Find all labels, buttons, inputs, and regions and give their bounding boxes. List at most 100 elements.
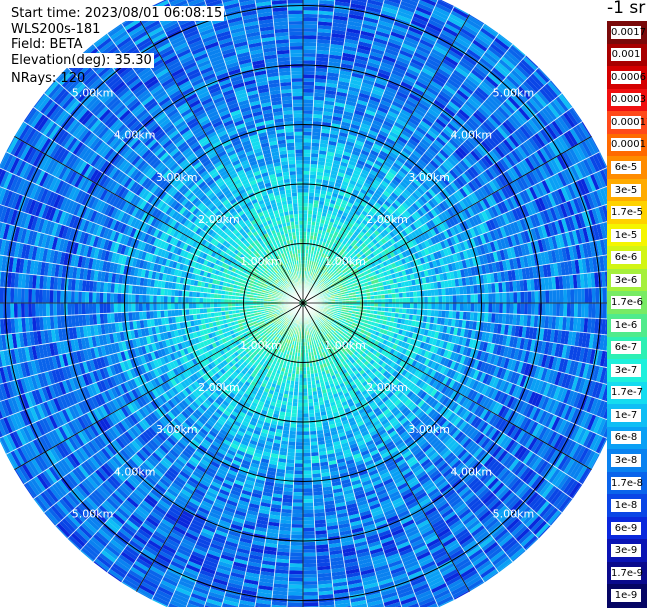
range-gate-cell xyxy=(303,0,319,4)
range-gate-cell xyxy=(585,303,589,318)
range-gate-cell xyxy=(545,303,549,316)
range-gate-cell xyxy=(588,303,592,318)
range-gate-cell xyxy=(311,139,320,143)
range-gate-cell xyxy=(453,303,457,311)
range-gate-cell xyxy=(303,64,316,68)
range-gate-cell xyxy=(517,303,521,314)
range-gate-cell xyxy=(312,132,321,136)
range-gate-cell xyxy=(303,142,311,146)
range-gate-cell xyxy=(303,50,316,54)
range-gate-cell xyxy=(399,308,403,313)
range-gate-cell xyxy=(303,28,317,32)
range-gate-cell xyxy=(485,303,489,313)
range-gate-cell xyxy=(395,293,399,298)
range-gate-cell xyxy=(538,290,542,303)
range-gate-cell xyxy=(456,287,460,295)
range-gate-cell xyxy=(459,286,463,295)
range-gate-cell xyxy=(570,289,574,303)
range-gate-cell xyxy=(470,312,474,321)
range-gate-cell xyxy=(446,295,450,303)
range-gate-cell xyxy=(549,290,553,303)
range-gate-cell xyxy=(303,185,309,189)
range-gate-cell xyxy=(406,297,410,303)
range-gate-cell xyxy=(303,107,313,111)
range-gate-cell xyxy=(303,203,308,207)
range-gate-cell xyxy=(303,139,312,143)
range-gate-cell xyxy=(431,289,435,296)
range-gate-cell xyxy=(563,303,567,317)
range-gate-cell xyxy=(389,303,393,308)
range-gate-cell xyxy=(417,309,421,315)
range-gate-cell xyxy=(389,298,393,303)
range-gate-cell xyxy=(410,297,414,303)
range-gate-cell xyxy=(456,295,460,303)
range-gate-cell xyxy=(409,286,413,292)
range-gate-cell xyxy=(427,310,431,317)
range-gate-cell xyxy=(535,291,539,303)
range-gate-cell xyxy=(303,178,310,182)
range-gate-cell xyxy=(442,303,446,310)
range-gate-cell xyxy=(466,312,470,321)
range-gate-cell xyxy=(441,310,445,318)
range-gate-cell xyxy=(503,303,507,314)
range-gate-cell xyxy=(471,303,475,312)
range-gate-cell xyxy=(453,295,457,303)
range-gate-cell xyxy=(588,288,592,303)
range-gate-cell xyxy=(452,287,456,295)
range-gate-cell xyxy=(463,311,467,320)
range-gate-cell xyxy=(402,292,406,298)
range-gate-cell xyxy=(435,296,439,303)
range-gate-cell xyxy=(528,303,532,315)
range-gate-cell xyxy=(303,67,315,71)
range-gate-cell xyxy=(434,289,438,296)
range-gate-cell xyxy=(449,303,453,311)
range-gate-cell xyxy=(463,294,467,303)
range-gate-cell xyxy=(581,288,585,303)
range-gate-cell xyxy=(574,289,578,303)
range-gate-cell xyxy=(311,153,319,157)
range-gate-cell xyxy=(517,292,521,303)
range-gate-cell xyxy=(417,303,421,309)
range-gate-cell xyxy=(434,310,438,317)
range-gate-cell xyxy=(303,75,315,79)
range-gate-cell xyxy=(445,288,449,296)
range-gate-cell xyxy=(542,290,546,303)
range-gate-cell xyxy=(303,110,313,114)
range-gate-cell xyxy=(403,303,407,308)
range-gate-cell xyxy=(474,303,478,312)
range-gate-cell xyxy=(567,289,571,303)
range-gate-cell xyxy=(308,207,313,211)
range-gate-cell xyxy=(581,303,585,318)
range-gate-cell xyxy=(496,303,500,313)
range-gate-cell xyxy=(471,294,475,303)
range-gate-cell xyxy=(414,303,418,309)
range-gate-cell xyxy=(309,185,315,189)
range-gate-cell xyxy=(303,182,309,186)
range-gate-cell xyxy=(585,288,589,303)
range-gate-cell xyxy=(303,21,318,25)
range-gate-cell xyxy=(438,288,442,295)
range-gate-cell xyxy=(531,303,535,315)
range-gate-cell xyxy=(499,303,503,313)
range-gate-cell xyxy=(303,57,316,61)
range-gate-cell xyxy=(385,303,389,307)
range-gate-cell xyxy=(308,200,314,204)
range-gate-cell xyxy=(513,292,517,303)
range-gate-cell xyxy=(424,296,428,303)
range-gate-cell xyxy=(303,196,309,200)
range-gate-cell xyxy=(406,292,410,298)
range-gate-cell xyxy=(438,310,442,317)
range-gate-cell xyxy=(435,303,439,310)
range-gate-cell xyxy=(556,303,560,316)
range-gate-cell xyxy=(303,42,317,46)
range-gate-cell xyxy=(460,295,464,303)
range-gate-cell xyxy=(456,311,460,319)
range-gate-cell xyxy=(553,303,557,316)
range-gate-cell xyxy=(545,290,549,303)
range-gate-cell xyxy=(473,312,477,321)
range-gate-cell xyxy=(303,207,308,211)
range-gate-cell xyxy=(488,303,492,313)
range-gate-cell xyxy=(570,303,574,317)
range-gate-cell xyxy=(310,171,317,175)
range-gate-cell xyxy=(538,303,542,316)
